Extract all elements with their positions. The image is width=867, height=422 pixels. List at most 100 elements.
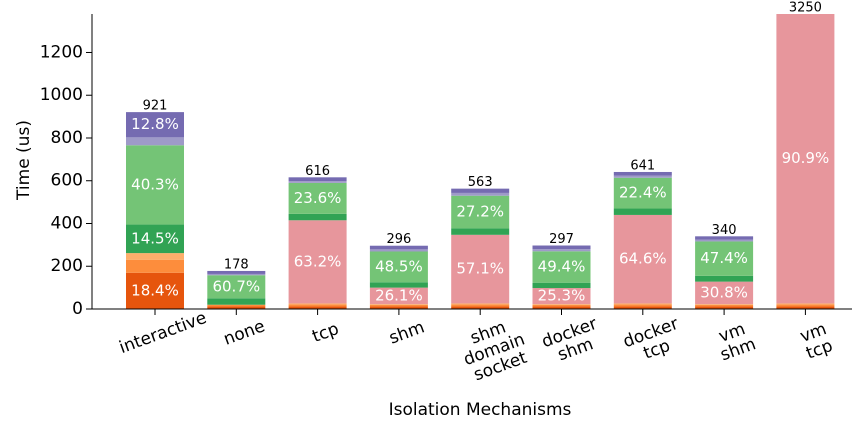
total-label: 616 bbox=[305, 164, 330, 179]
y-tick-label: 1200 bbox=[40, 42, 83, 62]
segment-label: 30.8% bbox=[700, 283, 748, 301]
total-label: 296 bbox=[386, 232, 411, 247]
total-label: 297 bbox=[549, 232, 574, 247]
segment-label: 90.9% bbox=[782, 149, 830, 167]
bar-segment bbox=[613, 175, 672, 178]
segment-label: 60.7% bbox=[212, 277, 260, 295]
bar-segment bbox=[451, 195, 510, 229]
bar-segment bbox=[288, 213, 347, 221]
x-tick-line: shm bbox=[386, 317, 427, 348]
bar-segment bbox=[369, 304, 428, 307]
y-tick-label: 0 bbox=[72, 299, 83, 319]
bar-segment bbox=[288, 220, 347, 304]
bar-segment bbox=[369, 249, 428, 252]
x-tick-label: none bbox=[221, 316, 268, 349]
bar-segment bbox=[451, 192, 510, 196]
segment-label: 23.6% bbox=[294, 189, 342, 207]
bar-segment bbox=[126, 253, 184, 260]
segment-label: 14.5% bbox=[131, 229, 179, 247]
bar-segment bbox=[451, 188, 510, 193]
total-label: 178 bbox=[224, 257, 249, 272]
bar-segment bbox=[369, 306, 428, 309]
segment-label: 47.4% bbox=[700, 249, 748, 267]
x-tick-label: vmtcp bbox=[797, 319, 835, 364]
total-label: 641 bbox=[630, 158, 655, 173]
bar-segment bbox=[288, 304, 347, 307]
bar-segment bbox=[776, 303, 835, 305]
bar-segment bbox=[695, 239, 754, 242]
bar-segment bbox=[532, 306, 591, 309]
bar-segment bbox=[532, 245, 591, 250]
bar-segment bbox=[532, 282, 591, 289]
segment-label: 57.1% bbox=[456, 260, 504, 278]
segment-label: 27.2% bbox=[456, 203, 504, 221]
x-tick-label: dockertcp bbox=[620, 314, 687, 369]
bar-segment bbox=[451, 304, 510, 307]
y-tick-label: 200 bbox=[51, 256, 83, 276]
bar-segment bbox=[451, 234, 510, 304]
total-label: 340 bbox=[712, 223, 737, 238]
segment-label: 22.4% bbox=[619, 184, 667, 202]
bar-segment bbox=[126, 112, 184, 138]
bar-segment bbox=[613, 177, 672, 209]
bar-segment bbox=[695, 236, 754, 240]
bar-segment bbox=[532, 249, 591, 252]
segment-label: 26.1% bbox=[375, 286, 423, 304]
bar-segment bbox=[613, 304, 672, 307]
segment-label: 48.5% bbox=[375, 257, 423, 275]
bar-segment bbox=[695, 241, 754, 276]
x-axis-title: Isolation Mechanisms bbox=[389, 400, 572, 420]
bar-segment bbox=[126, 259, 184, 273]
bar-segment bbox=[207, 275, 266, 299]
x-tick-label: shmdomainsocket bbox=[455, 313, 534, 387]
x-tick-label: interactive bbox=[117, 308, 210, 358]
bar-segment bbox=[532, 288, 591, 305]
bar-segment bbox=[695, 304, 754, 305]
bar-segment bbox=[776, 14, 835, 304]
bar-segment bbox=[369, 304, 428, 305]
bar-segment bbox=[207, 306, 266, 309]
x-tick-label: tcp bbox=[310, 319, 342, 347]
x-tick-line: interactive bbox=[117, 308, 210, 358]
bar-segment bbox=[207, 273, 266, 276]
bar-segment bbox=[207, 270, 266, 274]
y-tick-label: 1000 bbox=[40, 85, 83, 105]
bar-segment bbox=[126, 145, 184, 225]
y-tick-label: 800 bbox=[51, 128, 83, 148]
total-label: 921 bbox=[143, 99, 168, 114]
bar-segment bbox=[288, 303, 347, 305]
bar-segment bbox=[695, 304, 754, 307]
segment-label: 25.3% bbox=[538, 287, 586, 305]
segment-label: 49.4% bbox=[538, 257, 586, 275]
bar-segment bbox=[451, 228, 510, 235]
bar-segment bbox=[613, 171, 672, 176]
bar-segment bbox=[288, 182, 347, 214]
y-tick-label: 600 bbox=[51, 171, 83, 191]
segment-label: 63.2% bbox=[294, 252, 342, 270]
x-tick-label: vmshm bbox=[712, 317, 759, 365]
segment-label: 12.8% bbox=[131, 115, 179, 133]
y-tick-label: 400 bbox=[51, 213, 83, 233]
total-label: 563 bbox=[468, 175, 493, 190]
bar-segment bbox=[207, 298, 266, 305]
bar-segment bbox=[776, 304, 835, 307]
bar-segment bbox=[695, 275, 754, 282]
segment-label: 18.4% bbox=[131, 281, 179, 299]
segment-label: 40.3% bbox=[131, 175, 179, 193]
bar-segment bbox=[369, 245, 428, 250]
bar-segment bbox=[613, 303, 672, 305]
bar-segment bbox=[288, 181, 347, 183]
bar-segment bbox=[126, 137, 184, 146]
bar-segment bbox=[207, 304, 266, 307]
bar-segment bbox=[369, 282, 428, 288]
bar-segment bbox=[288, 177, 347, 182]
bar-segment bbox=[695, 306, 754, 309]
bar-segment bbox=[126, 272, 184, 309]
bars bbox=[126, 14, 835, 309]
bar-segment bbox=[613, 208, 672, 215]
x-tick-label: dockershm bbox=[539, 314, 606, 369]
x-tick-line: tcp bbox=[310, 319, 342, 347]
bar-segment bbox=[613, 306, 672, 309]
